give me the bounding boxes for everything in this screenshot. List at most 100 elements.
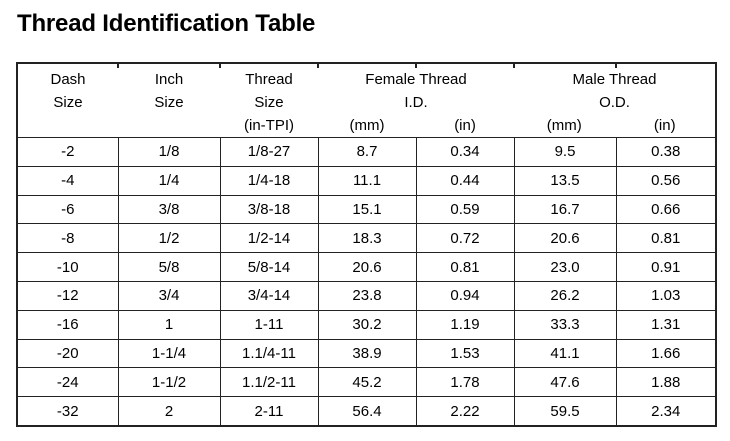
header-line: Size <box>254 94 284 111</box>
table-cell: -32 <box>16 396 119 427</box>
table-cell: 1-1/4 <box>117 338 221 369</box>
table-cell: 0.38 <box>615 137 717 167</box>
table-cell: 23.8 <box>317 280 417 311</box>
header-line: Thread <box>245 71 293 88</box>
table-body: -2 1/8 1/8-27 8.7 0.34 9.5 0.38 -4 1/4 1/4-18 11.1… <box>16 137 717 427</box>
table-row: -32 2 2-11 56.4 2.22 59.5 2.34 <box>16 396 717 427</box>
table-row: -12 3/4 3/4-14 23.8 0.94 26.2 1.03 <box>16 280 717 311</box>
table-cell: 9.5 <box>513 137 617 167</box>
table-cell: 1.53 <box>415 338 515 369</box>
thread-identification-table: Dash Size Inch Size Thread Size (in-TPI)… <box>16 62 718 427</box>
table-cell: 1/8-27 <box>219 137 319 167</box>
table-cell: 1 <box>117 309 221 340</box>
column-border-tick <box>513 62 515 68</box>
table-row: -4 1/4 1/4-18 11.1 0.44 13.5 0.56 <box>16 165 717 196</box>
table-row: -6 3/8 3/8-18 15.1 0.59 16.7 0.66 <box>16 194 717 225</box>
table-cell: 0.72 <box>415 223 515 254</box>
column-border-tick <box>317 62 319 68</box>
table-cell: 1.1/2-11 <box>219 367 319 398</box>
header-line: Inch <box>154 71 184 88</box>
table-cell: 20.6 <box>513 223 617 254</box>
table-cell: 0.66 <box>615 194 717 225</box>
table-cell: 0.94 <box>415 280 515 311</box>
table-cell: 2 <box>117 396 221 427</box>
table-cell: 23.0 <box>513 252 617 282</box>
header-line: Male Thread <box>572 71 657 88</box>
header-line: I.D. <box>404 94 428 111</box>
table-header: Dash Size Inch Size Thread Size (in-TPI)… <box>17 63 717 138</box>
table-row: -24 1-1/2 1.1/2-11 45.2 1.78 47.6 1.88 <box>16 367 717 398</box>
table-cell: 59.5 <box>513 396 617 427</box>
table-cell: -20 <box>16 338 119 369</box>
table-cell: 0.44 <box>415 165 515 196</box>
table-cell: 1/4-18 <box>219 165 319 196</box>
header-inch-size: Inch Size <box>118 63 220 138</box>
table-cell: 1/8 <box>117 137 221 167</box>
table-cell: -24 <box>16 367 119 398</box>
table-cell: 56.4 <box>317 396 417 427</box>
header-dash-size: Dash Size <box>17 63 118 138</box>
header-line: Size <box>154 94 184 111</box>
table-cell: 26.2 <box>513 280 617 311</box>
table-cell: 2-11 <box>219 396 319 427</box>
table-cell: 16.7 <box>513 194 617 225</box>
table-cell: 1.31 <box>615 309 717 340</box>
table-cell: 5/8 <box>117 252 221 282</box>
table-cell: 0.91 <box>615 252 717 282</box>
table-cell: 13.5 <box>513 165 617 196</box>
header-male-thread-od: Male Thread O.D. (mm) (in) <box>514 63 717 138</box>
header-line: Female Thread <box>365 71 467 88</box>
female-mm-unit-label: (mm) <box>349 117 385 134</box>
header-thread-size: Thread Size (in-TPI) <box>220 63 318 138</box>
page-title: Thread Identification Table <box>17 10 316 37</box>
table-cell: 18.3 <box>317 223 417 254</box>
table-cell: -10 <box>16 252 119 282</box>
table-cell: 47.6 <box>513 367 617 398</box>
male-mm-unit-label: (mm) <box>546 117 582 134</box>
table-cell: -6 <box>16 194 119 225</box>
header-line: O.D. <box>599 94 630 111</box>
table-cell: 1.66 <box>615 338 717 369</box>
table-cell: 3/4 <box>117 280 221 311</box>
table-cell: 0.34 <box>415 137 515 167</box>
female-units-row: (mm) (in) <box>318 114 514 137</box>
table-cell: 3/4-14 <box>219 280 319 311</box>
table-row: -2 1/8 1/8-27 8.7 0.34 9.5 0.38 <box>16 137 717 167</box>
table-cell: 33.3 <box>513 309 617 340</box>
table-cell: -16 <box>16 309 119 340</box>
table-cell: 3/8 <box>117 194 221 225</box>
table-cell: -4 <box>16 165 119 196</box>
table-cell: 0.56 <box>615 165 717 196</box>
table-cell: 1.88 <box>615 367 717 398</box>
table-cell: -12 <box>16 280 119 311</box>
table-cell: 41.1 <box>513 338 617 369</box>
table-cell: 8.7 <box>317 137 417 167</box>
table-cell: 0.81 <box>615 223 717 254</box>
table-cell: 1.1/4-11 <box>219 338 319 369</box>
table-row: -10 5/8 5/8-14 20.6 0.81 23.0 0.91 <box>16 252 717 282</box>
header-line: Dash <box>50 71 86 88</box>
table-cell: 5/8-14 <box>219 252 319 282</box>
data-table: Dash Size Inch Size Thread Size (in-TPI)… <box>16 62 718 427</box>
column-border-tick <box>615 62 617 68</box>
table-cell: 1-11 <box>219 309 319 340</box>
table-cell: 20.6 <box>317 252 417 282</box>
table-row: -16 1 1-11 30.2 1.19 33.3 1.31 <box>16 309 717 340</box>
header-line: (in-TPI) <box>244 117 294 134</box>
table-cell: 1.19 <box>415 309 515 340</box>
table-cell: 1/2 <box>117 223 221 254</box>
header-line: Size <box>53 94 83 111</box>
table-cell: 38.9 <box>317 338 417 369</box>
table-cell: 0.59 <box>415 194 515 225</box>
column-border-tick <box>117 62 119 68</box>
table-cell: 0.81 <box>415 252 515 282</box>
table-cell: 1-1/2 <box>117 367 221 398</box>
table-row: -8 1/2 1/2-14 18.3 0.72 20.6 0.81 <box>16 223 717 254</box>
table-cell: 11.1 <box>317 165 417 196</box>
table-row: -20 1-1/4 1.1/4-11 38.9 1.53 41.1 1.66 <box>16 338 717 369</box>
table-cell: 15.1 <box>317 194 417 225</box>
table-cell: 2.22 <box>415 396 515 427</box>
header-female-thread-id: Female Thread I.D. (mm) (in) <box>318 63 515 138</box>
column-border-tick <box>219 62 221 68</box>
